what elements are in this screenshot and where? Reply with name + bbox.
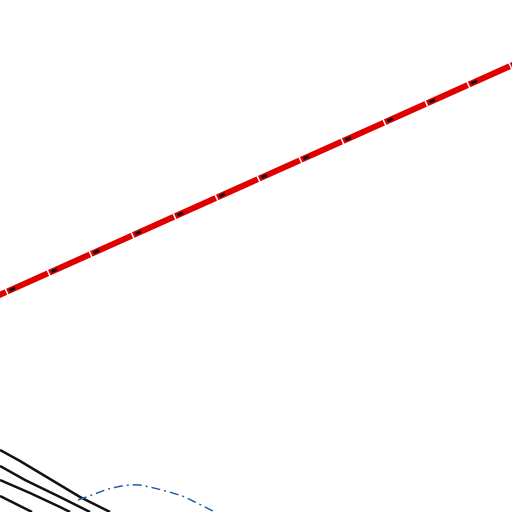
road-line (0, 478, 71, 512)
road-group (0, 448, 111, 512)
railway-line (0, 61, 512, 299)
road-line (0, 494, 33, 512)
road-line (0, 448, 111, 512)
stream-line (77, 484, 216, 512)
road-line (0, 464, 91, 512)
railway-dash-pattern (0, 63, 512, 297)
